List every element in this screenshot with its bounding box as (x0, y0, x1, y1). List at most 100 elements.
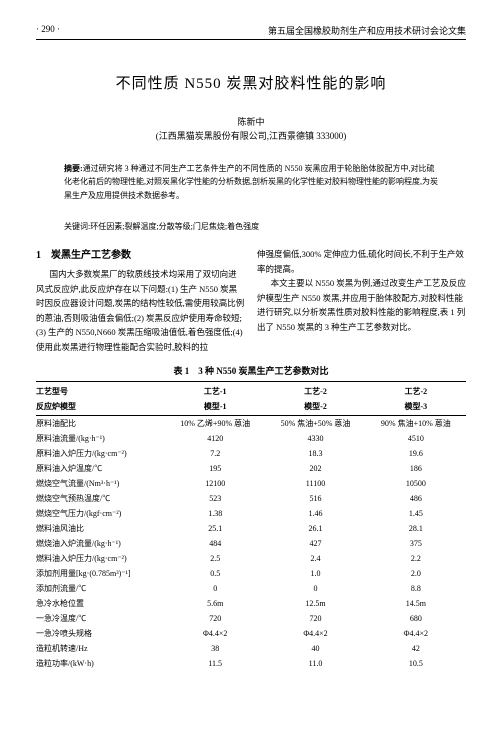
row-value: 1.45 (366, 506, 466, 521)
th: 模型-2 (265, 399, 365, 416)
row-value: Φ4.4×2 (165, 626, 265, 641)
paper-title: 不同性质 N550 炭黑对胶料性能的影响 (36, 72, 466, 93)
th: 工艺-1 (165, 381, 265, 399)
keywords: 关键词:环任因素;裂解温度;分散等级;门尼焦烧;着色强度 (64, 221, 438, 234)
page-header: · 290 · 第五届全国橡胶助剂生产和应用技术研讨会论文集 (36, 24, 466, 40)
table-row: 燃料油风油比25.126.128.1 (36, 521, 466, 536)
row-value: 202 (265, 461, 365, 476)
row-value: 486 (366, 491, 466, 506)
abstract-text: 通过研究将 3 种通过不同生产工艺条件生产的不同性质的 N550 炭黑应用于轮胎… (64, 164, 438, 200)
section-1-heading: 1 炭黑生产工艺参数 (36, 247, 245, 264)
row-label: 原料油配比 (36, 415, 165, 431)
table-row: 原料油入炉温度/℃195202186 (36, 461, 466, 476)
row-value: 10500 (366, 476, 466, 491)
section-1-para-left: 国内大多数炭黑厂的软质线技术均采用了双切向进风式反应炉,此反应炉存在以下问题:(… (36, 267, 245, 354)
row-value: 28.1 (366, 521, 466, 536)
row-value: 5.6m (165, 596, 265, 611)
body-columns: 1 炭黑生产工艺参数 国内大多数炭黑厂的软质线技术均采用了双切向进风式反应炉,此… (36, 247, 466, 354)
row-value: 0.5 (165, 566, 265, 581)
table-1-caption: 表 1 3 种 N550 炭黑生产工艺参数对比 (36, 364, 466, 377)
th: 模型-3 (366, 399, 466, 416)
row-label: 燃烧油入炉流量/(kg·h⁻¹) (36, 536, 165, 551)
row-value: 2.0 (366, 566, 466, 581)
row-value: 195 (165, 461, 265, 476)
row-value: 2.5 (165, 551, 265, 566)
right-column: 伸强度偏低,300% 定伸应力低,硫化时间长,不利于生产效率的提高。 本文主要以… (257, 247, 466, 354)
row-label: 燃烧空气流量/(Nm³·h⁻¹) (36, 476, 165, 491)
row-value: 50% 焦油+50% 蒽油 (265, 415, 365, 431)
row-value: 0 (165, 581, 265, 596)
table-row: 急冷水枪位置5.6m12.5m14.5m (36, 596, 466, 611)
row-value: 40 (265, 641, 365, 656)
table-row: 燃烧空气预热温度/℃523516486 (36, 491, 466, 506)
th: 工艺型号 (36, 381, 165, 399)
row-value: 375 (366, 536, 466, 551)
row-label: 造粒功率/(kW·h) (36, 656, 165, 671)
row-value: 42 (366, 641, 466, 656)
row-value: 12100 (165, 476, 265, 491)
abstract-label: 摘要: (64, 164, 83, 173)
author-affiliation: (江西黑猫炭黑股份有限公司,江西景德镇 333000) (36, 129, 466, 143)
row-value: 11100 (265, 476, 365, 491)
th: 模型-1 (165, 399, 265, 416)
row-value: 516 (265, 491, 365, 506)
row-value: 0 (265, 581, 365, 596)
row-value: 484 (165, 536, 265, 551)
row-value: 680 (366, 611, 466, 626)
row-value: 19.6 (366, 446, 466, 461)
row-label: 添加剂用量[kg·(0.785m³)⁻¹] (36, 566, 165, 581)
row-value: 4510 (366, 431, 466, 446)
row-label: 燃料油风油比 (36, 521, 165, 536)
table-row: 原料油流量/(kg·h⁻¹)412043304510 (36, 431, 466, 446)
table-row: 一急冷喷头规格Φ4.4×2Φ4.4×2Φ4.4×2 (36, 626, 466, 641)
th: 反应炉模型 (36, 399, 165, 416)
row-value: 1.46 (265, 506, 365, 521)
keywords-text: 环任因素;裂解温度;分散等级;门尼焦烧;着色强度 (90, 222, 259, 231)
th: 工艺-2 (366, 381, 466, 399)
row-label: 一急冷喷头规格 (36, 626, 165, 641)
table-row: 燃料油入炉压力/(kg·cm⁻²)2.52.42.2 (36, 551, 466, 566)
row-value: 4120 (165, 431, 265, 446)
table-row: 添加剂用量[kg·(0.785m³)⁻¹]0.51.02.0 (36, 566, 466, 581)
table-row: 原料油入炉压力/(kg·cm⁻²)7.218.319.6 (36, 446, 466, 461)
author-block: 陈新中 (江西黑猫炭黑股份有限公司,江西景德镇 333000) (36, 115, 466, 144)
row-value: 186 (366, 461, 466, 476)
keywords-label: 关键词: (64, 222, 90, 231)
row-value: 14.5m (366, 596, 466, 611)
row-label: 一急冷温度/℃ (36, 611, 165, 626)
page-number: · 290 · (36, 24, 60, 37)
abstract: 摘要:通过研究将 3 种通过不同生产工艺条件生产的不同性质的 N550 炭黑应用… (64, 162, 438, 203)
row-value: 11.0 (265, 656, 365, 671)
row-label: 添加剂流量/℃ (36, 581, 165, 596)
row-value: 720 (265, 611, 365, 626)
table-row: 原料油配比10% 乙烯+90% 蒽油50% 焦油+50% 蒽油90% 焦油+10… (36, 415, 466, 431)
table-row: 燃烧空气流量/(Nm³·h⁻¹)121001110010500 (36, 476, 466, 491)
row-value: 4330 (265, 431, 365, 446)
row-value: 720 (165, 611, 265, 626)
table-row: 添加剂流量/℃008.8 (36, 581, 466, 596)
section-1-para-right-2: 本文主要以 N550 炭黑为例,通过改变生产工艺及反应炉模型生产 N550 炭黑… (257, 276, 466, 334)
row-value: 523 (165, 491, 265, 506)
row-value: Φ4.4×2 (366, 626, 466, 641)
row-value: 38 (165, 641, 265, 656)
row-label: 原料油入炉压力/(kg·cm⁻²) (36, 446, 165, 461)
table-row: 燃烧油入炉流量/(kg·h⁻¹)484427375 (36, 536, 466, 551)
row-value: 1.0 (265, 566, 365, 581)
author-name: 陈新中 (36, 115, 466, 129)
row-label: 原料油入炉温度/℃ (36, 461, 165, 476)
row-value: 10% 乙烯+90% 蒽油 (165, 415, 265, 431)
table-row: 燃烧空气压力/(kgf·cm⁻²)1.381.461.45 (36, 506, 466, 521)
table-row: 一急冷温度/℃720720680 (36, 611, 466, 626)
book-title: 第五届全国橡胶助剂生产和应用技术研讨会论文集 (268, 24, 466, 37)
section-1-para-right-cont: 伸强度偏低,300% 定伸应力低,硫化时间长,不利于生产效率的提高。 (257, 247, 466, 276)
row-value: 18.3 (265, 446, 365, 461)
table-1: 工艺型号 工艺-1 工艺-2 工艺-2 反应炉模型 模型-1 模型-2 模型-3… (36, 381, 466, 671)
row-label: 燃烧空气压力/(kgf·cm⁻²) (36, 506, 165, 521)
row-label: 急冷水枪位置 (36, 596, 165, 611)
row-value: 2.2 (366, 551, 466, 566)
table-row: 造粒功率/(kW·h)11.511.010.5 (36, 656, 466, 671)
row-label: 燃烧空气预热温度/℃ (36, 491, 165, 506)
row-value: 12.5m (265, 596, 365, 611)
row-value: 8.8 (366, 581, 466, 596)
table-header-row-2: 反应炉模型 模型-1 模型-2 模型-3 (36, 399, 466, 416)
